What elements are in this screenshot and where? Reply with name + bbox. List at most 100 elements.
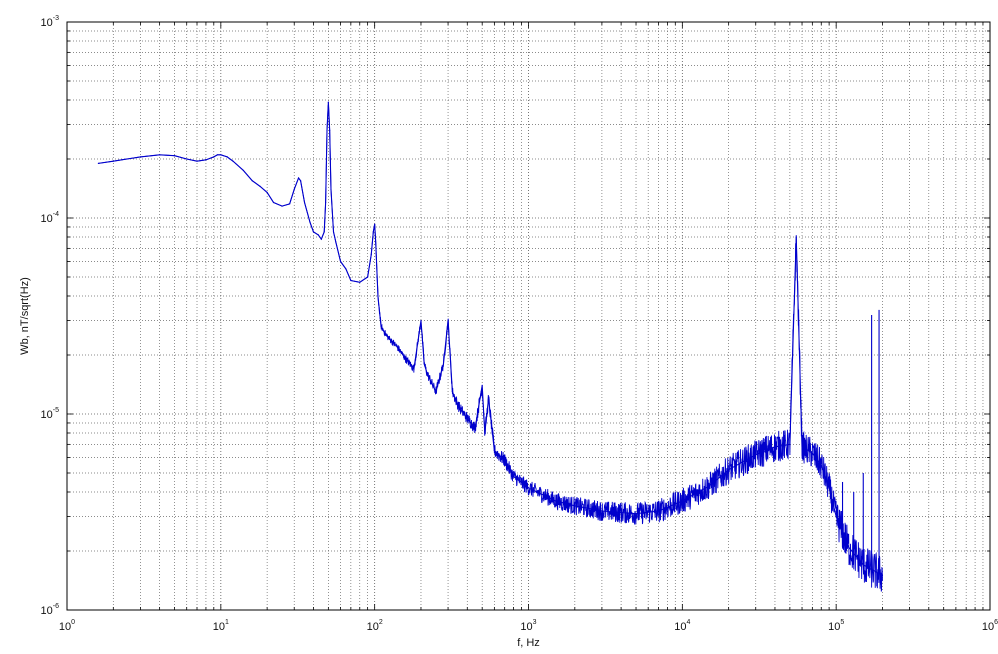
data-point bbox=[297, 177, 300, 179]
data-point bbox=[728, 469, 730, 471]
data-point bbox=[289, 203, 291, 205]
data-point bbox=[139, 156, 141, 158]
x-axis-label: f, Hz bbox=[517, 637, 540, 649]
data-point bbox=[372, 231, 374, 233]
data-point bbox=[423, 363, 425, 365]
data-point bbox=[847, 546, 849, 548]
data-point bbox=[309, 221, 311, 223]
data-point bbox=[370, 254, 372, 256]
series bbox=[97, 101, 884, 592]
data-point bbox=[339, 260, 342, 263]
data-point bbox=[755, 454, 757, 456]
data-point bbox=[420, 319, 422, 322]
data-point bbox=[251, 180, 253, 182]
data-point bbox=[293, 188, 295, 190]
grid bbox=[66, 21, 991, 611]
data-point bbox=[323, 231, 325, 233]
data-point bbox=[216, 154, 219, 156]
data-point bbox=[345, 268, 347, 270]
tick-labels: 100 101 102 103 104 105 106 10-6 10-5 10-4 10-3 bbox=[41, 15, 998, 633]
data-point bbox=[487, 397, 490, 400]
data-point bbox=[481, 384, 483, 386]
data-point bbox=[451, 391, 453, 393]
data-point bbox=[657, 510, 660, 512]
data-point bbox=[801, 446, 803, 448]
data-point bbox=[312, 231, 315, 233]
data-point bbox=[326, 129, 328, 131]
y-tick-label: 10-4 bbox=[41, 211, 60, 225]
data-point bbox=[554, 500, 557, 502]
x-tick-label: 102 bbox=[367, 619, 383, 633]
data-point bbox=[635, 513, 637, 515]
data-point bbox=[474, 427, 476, 429]
data-point bbox=[299, 180, 302, 182]
data-point bbox=[159, 154, 161, 156]
data-point bbox=[272, 201, 275, 204]
data-point bbox=[512, 475, 515, 478]
data-point bbox=[426, 373, 428, 375]
x-tick-label: 101 bbox=[213, 619, 229, 633]
data-point bbox=[377, 295, 379, 297]
data-point bbox=[820, 464, 822, 466]
data-point bbox=[173, 155, 176, 157]
y-tick-label: 10-5 bbox=[41, 407, 60, 421]
data-point bbox=[281, 205, 283, 207]
data-point bbox=[317, 234, 319, 236]
data-point bbox=[601, 510, 603, 512]
y-axis-label: Wb, nT/sqrt(Hz) bbox=[19, 277, 31, 355]
data-point bbox=[303, 201, 306, 204]
data-point bbox=[405, 358, 407, 360]
data-point bbox=[213, 156, 215, 158]
data-point bbox=[242, 169, 244, 171]
data-point bbox=[795, 236, 797, 238]
data-point bbox=[881, 574, 884, 577]
data-point bbox=[327, 101, 329, 103]
data-point bbox=[330, 188, 332, 190]
data-point bbox=[442, 363, 445, 365]
x-tick-label: 104 bbox=[674, 619, 690, 633]
data-point bbox=[413, 368, 415, 370]
data-point bbox=[380, 325, 382, 327]
data-point bbox=[386, 335, 388, 337]
data-point bbox=[196, 160, 198, 162]
y-tick-label: 10-3 bbox=[41, 15, 60, 29]
data-point bbox=[435, 391, 437, 393]
series-noise-trace bbox=[98, 103, 883, 592]
data-point bbox=[457, 405, 459, 407]
data-point bbox=[375, 247, 377, 249]
data-point bbox=[504, 459, 506, 461]
data-point bbox=[447, 319, 449, 322]
x-tick-label: 100 bbox=[59, 619, 75, 633]
data-point bbox=[359, 281, 361, 283]
data-point bbox=[708, 485, 711, 487]
data-point bbox=[320, 238, 322, 240]
data-point bbox=[396, 346, 398, 348]
x-tick-label: 103 bbox=[520, 619, 536, 633]
tick-layer bbox=[66, 21, 991, 611]
data-point bbox=[329, 129, 331, 131]
data-point bbox=[259, 185, 261, 187]
data-point bbox=[226, 156, 228, 158]
data-point bbox=[835, 515, 837, 518]
data-point bbox=[186, 158, 188, 160]
data-point bbox=[232, 160, 234, 162]
data-point bbox=[367, 276, 369, 278]
data-point bbox=[220, 154, 222, 156]
data-point bbox=[484, 432, 486, 434]
x-tick-label: 105 bbox=[828, 619, 844, 633]
data-point bbox=[828, 487, 830, 489]
data-point bbox=[325, 201, 327, 204]
data-point bbox=[466, 417, 468, 419]
data-point bbox=[266, 191, 268, 194]
data-point bbox=[681, 500, 683, 502]
data-point bbox=[350, 279, 352, 282]
series-line bbox=[98, 102, 883, 576]
data-point bbox=[374, 223, 376, 225]
data-point bbox=[205, 159, 207, 161]
series-layer bbox=[97, 101, 884, 592]
y-tick-label: 10-6 bbox=[41, 603, 60, 617]
data-point bbox=[335, 241, 337, 244]
data-point bbox=[97, 162, 100, 164]
data-point bbox=[774, 446, 776, 448]
